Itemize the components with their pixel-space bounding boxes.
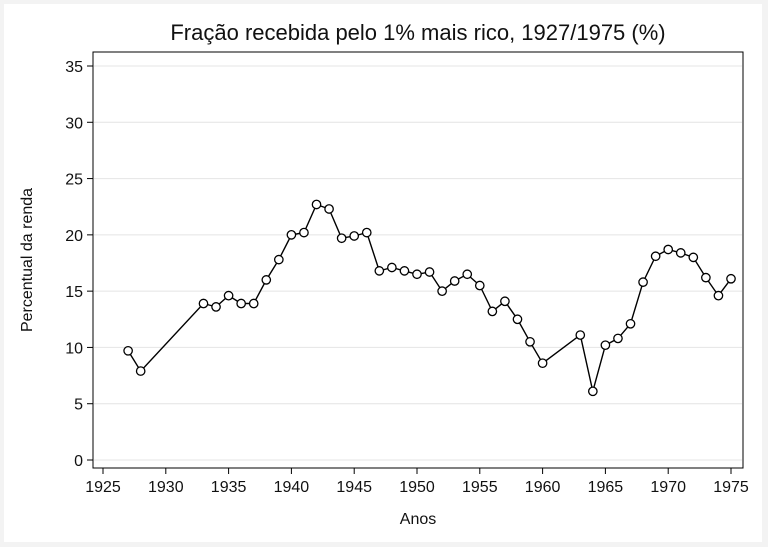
data-point xyxy=(336,233,347,244)
data-point xyxy=(211,302,221,312)
x-tick-label: 1960 xyxy=(525,479,561,496)
y-tick-label: 15 xyxy=(65,284,83,301)
data-point xyxy=(248,298,259,309)
data-point xyxy=(575,330,586,340)
y-axis-label: Percentual da renda xyxy=(19,188,36,332)
data-point xyxy=(726,273,736,284)
data-point xyxy=(525,336,535,347)
data-point xyxy=(236,298,247,309)
data-point xyxy=(449,276,460,286)
x-tick-label: 1975 xyxy=(713,479,749,496)
data-point xyxy=(261,275,272,285)
data-point xyxy=(663,244,674,255)
data-point xyxy=(273,254,284,265)
data-point xyxy=(349,231,360,241)
data-point xyxy=(650,251,661,262)
y-tick-label: 25 xyxy=(65,172,83,189)
y-tick-label: 10 xyxy=(65,340,83,357)
data-point xyxy=(324,204,334,214)
x-tick-label: 1955 xyxy=(462,479,498,496)
x-tick-label: 1950 xyxy=(399,479,435,496)
x-tick-label: 1965 xyxy=(588,479,624,496)
data-point xyxy=(387,262,397,273)
data-point xyxy=(198,298,209,309)
x-axis-label: Anos xyxy=(400,511,436,528)
data-point xyxy=(286,230,297,240)
x-tick-label: 1935 xyxy=(211,479,247,496)
x-tick-label: 1925 xyxy=(85,479,121,496)
data-point xyxy=(675,248,686,258)
y-tick-label: 5 xyxy=(74,397,83,414)
chart-frame: Fração recebida pelo 1% mais rico, 1927/… xyxy=(4,4,762,542)
chart-title: Fração recebida pelo 1% mais rico, 1927/… xyxy=(170,20,665,45)
data-point xyxy=(587,386,598,397)
y-tick-label: 20 xyxy=(65,228,83,245)
line-chart: Fração recebida pelo 1% mais rico, 1927/… xyxy=(19,20,749,528)
y-tick-label: 35 xyxy=(65,59,83,76)
data-point xyxy=(311,199,322,210)
y-tick-label: 0 xyxy=(74,453,83,470)
data-point xyxy=(361,227,372,238)
data-point xyxy=(487,306,498,317)
data-point xyxy=(399,266,410,276)
data-point xyxy=(299,227,309,238)
data-point xyxy=(701,272,711,283)
data-point xyxy=(688,252,699,263)
plot-area xyxy=(92,51,744,469)
data-point xyxy=(474,280,485,291)
data-point xyxy=(537,358,548,369)
x-tick-label: 1945 xyxy=(336,479,372,496)
data-point xyxy=(412,269,422,280)
x-tick-label: 1930 xyxy=(148,479,184,496)
data-point xyxy=(424,267,435,277)
data-point xyxy=(500,296,510,307)
data-series xyxy=(123,199,736,397)
x-axis: 1925 1930 1935 1940 1945 1950 1955 1960 1965 1970… xyxy=(85,468,749,496)
data-point xyxy=(374,266,385,276)
data-point xyxy=(462,269,473,280)
data-point xyxy=(713,290,724,301)
y-axis: 0 5 10 15 20 25 30 35 xyxy=(65,59,93,470)
data-point xyxy=(638,277,648,287)
gridlines xyxy=(94,65,742,461)
data-point xyxy=(600,340,611,351)
data-point xyxy=(512,314,523,325)
data-point xyxy=(625,318,636,329)
y-tick-label: 30 xyxy=(65,115,83,132)
data-point xyxy=(437,286,447,296)
data-point xyxy=(123,345,133,356)
data-point xyxy=(613,333,623,344)
x-tick-label: 1940 xyxy=(274,479,310,496)
x-tick-label: 1970 xyxy=(650,479,686,496)
data-point xyxy=(223,290,234,301)
data-point xyxy=(135,366,146,376)
